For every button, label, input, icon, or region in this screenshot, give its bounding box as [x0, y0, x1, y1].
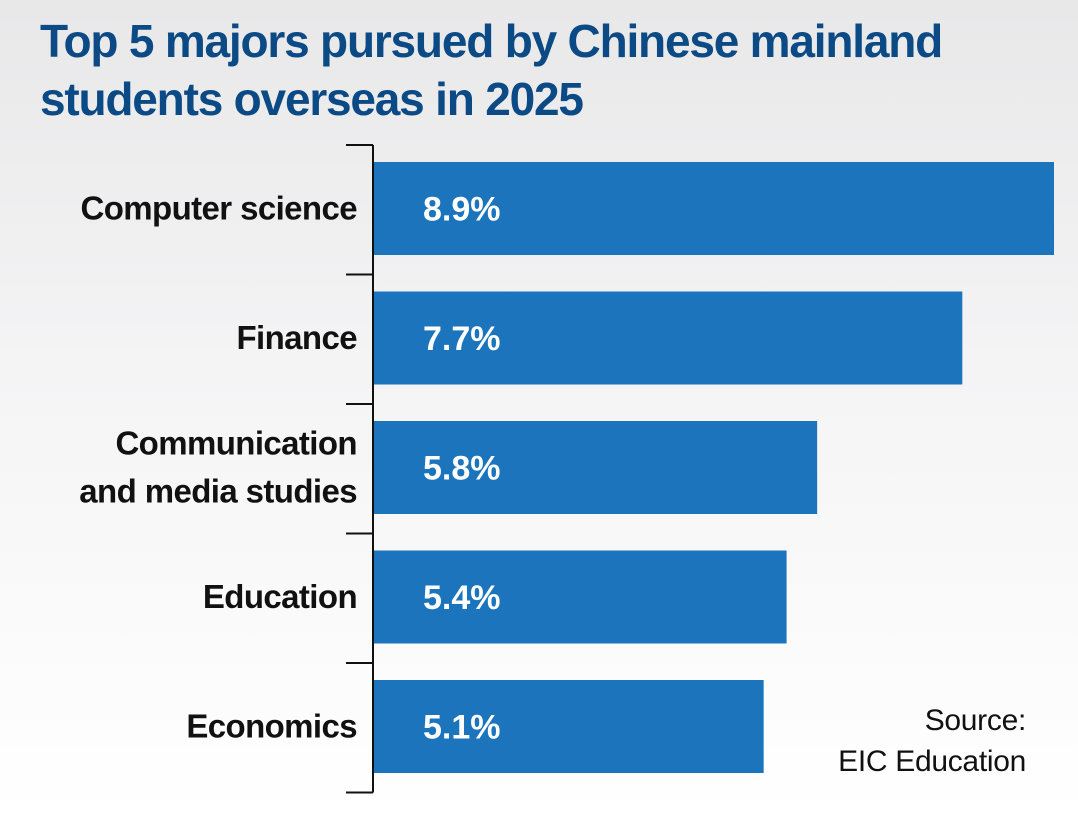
source-name: EIC Education: [838, 745, 1026, 778]
category-label: Computer science: [81, 190, 358, 227]
category-label-line: Education: [203, 578, 357, 615]
value-label: 5.8%: [423, 450, 501, 488]
value-label: 5.4%: [423, 579, 501, 617]
bar: [374, 291, 963, 385]
category-label: Economics: [186, 708, 357, 745]
bars-group: [374, 162, 1054, 773]
value-label: 7.7%: [423, 320, 501, 358]
bar: [374, 680, 764, 773]
source-label: Source:: [924, 704, 1027, 737]
category-label-line: Computer science: [81, 190, 358, 227]
category-label-line: Economics: [186, 708, 357, 745]
value-label: 5.1%: [423, 709, 501, 747]
value-labels: 8.9% 7.7% 5.8% 5.4% 5.1%: [423, 191, 501, 747]
category-label-line: Finance: [236, 319, 357, 356]
value-label: 8.9%: [423, 191, 501, 229]
bar: [374, 162, 1054, 255]
category-labels: Computer science Finance Communication and …: [79, 190, 358, 745]
category-label: Education: [203, 578, 357, 615]
source-note: Source: EIC Education: [838, 700, 1026, 782]
bar: [374, 550, 787, 644]
category-axis: [346, 144, 374, 794]
category-label-line: Communication: [115, 425, 357, 462]
category-label-line: and media studies: [79, 473, 357, 510]
category-label: Finance: [236, 319, 357, 356]
chart-title: Top 5 majors pursued by Chinese mainland…: [40, 15, 943, 125]
category-label: Communication and media studies: [79, 425, 357, 510]
bar: [374, 421, 818, 514]
